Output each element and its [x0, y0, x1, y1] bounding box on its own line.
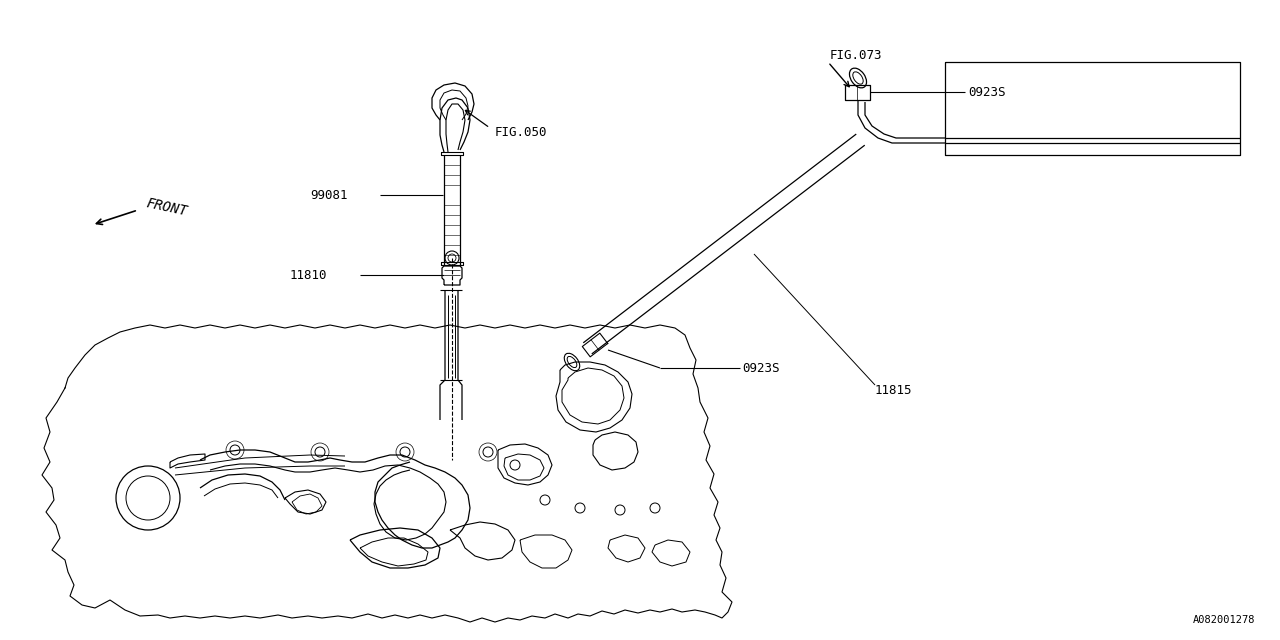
Text: 0923S: 0923S — [742, 362, 780, 374]
Text: 99081: 99081 — [310, 189, 347, 202]
Text: A082001278: A082001278 — [1193, 615, 1254, 625]
Text: FRONT: FRONT — [145, 196, 189, 218]
Text: FIG.050: FIG.050 — [495, 125, 548, 138]
Text: FIG.073: FIG.073 — [829, 49, 882, 61]
Text: 0923S: 0923S — [968, 86, 1006, 99]
Text: 11815: 11815 — [876, 383, 913, 397]
Text: 11810: 11810 — [291, 269, 328, 282]
